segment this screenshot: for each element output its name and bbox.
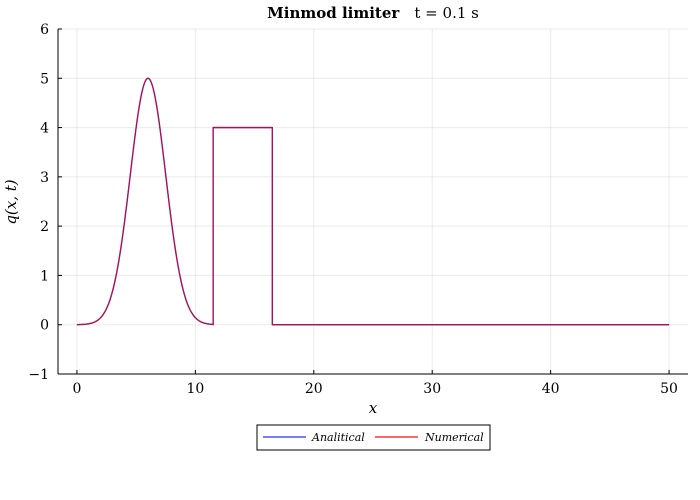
x-axis-title: x: [369, 399, 378, 417]
legend: Analitical Numerical: [256, 424, 491, 451]
title-time-part: t = 0.1 s: [414, 4, 478, 22]
tick-labels: 0 10 20 30 40 50 −1 0 1 2 3 4 5 6: [28, 22, 678, 397]
x-tick-label-20: 20: [305, 381, 323, 397]
x-tick-label-50: 50: [660, 381, 678, 397]
x-tick-label-40: 40: [542, 381, 560, 397]
y-axis-title: q(x, t): [2, 179, 20, 224]
x-tick-label-30: 30: [423, 381, 441, 397]
y-tick-label-3: 3: [40, 170, 49, 186]
y-tick-label-4: 4: [40, 121, 49, 137]
series-line-analitical: [76, 77, 670, 326]
legend-label-numerical: Numerical: [424, 431, 484, 444]
y-tick-label-0: 0: [40, 318, 49, 334]
y-tick-label--1: −1: [28, 367, 49, 383]
series-lines: [76, 77, 670, 326]
y-tick-label-6: 6: [40, 22, 49, 38]
axes: [57, 28, 688, 375]
y-tick-label-2: 2: [40, 219, 49, 235]
chart-title: Minmod limiter t = 0.1 s: [267, 3, 479, 22]
x-tick-label-0: 0: [72, 381, 81, 397]
series-line-numerical: [76, 77, 670, 326]
grid-lines: [58, 28, 688, 375]
x-tick-label-10: 10: [186, 381, 204, 397]
y-tick-label-1: 1: [40, 268, 49, 284]
title-bold-part: Minmod limiter: [267, 4, 400, 22]
legend-label-analitical: Analitical: [311, 431, 365, 444]
y-tick-label-5: 5: [40, 71, 49, 87]
